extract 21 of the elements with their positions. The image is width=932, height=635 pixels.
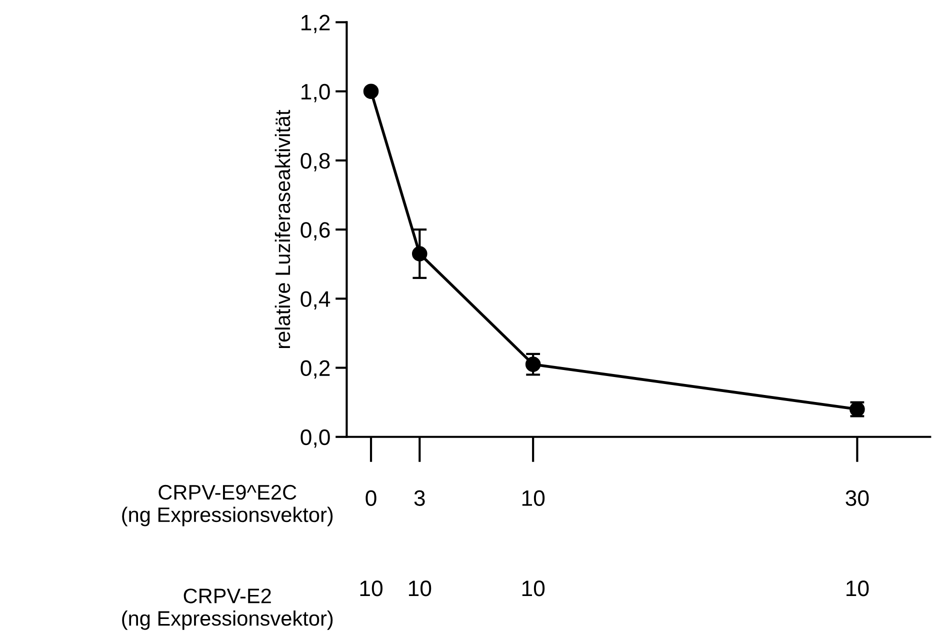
y-tick-label: 1,0 — [302, 84, 330, 102]
x-tick-label: 30 — [846, 490, 869, 506]
y-tick-label: 1,2 — [302, 14, 330, 34]
text: 10 — [522, 580, 545, 596]
x-tick-label: 3 — [414, 490, 425, 506]
x-axis-title: CRPV-E9^E2C (ng Expressionsvektor) — [122, 484, 333, 526]
point — [525, 356, 541, 372]
y-tick-label: 0,6 — [300, 222, 330, 240]
text: 10 — [846, 580, 869, 596]
text: CRPV-E2 (ng Expressionsvektor) — [122, 588, 333, 630]
x-tick-label: 0 — [366, 490, 376, 506]
y-tick-label: 0,0 — [300, 429, 330, 448]
y-axis-title: relative Luziferaseaktivität — [274, 110, 290, 348]
text: 10 — [360, 580, 383, 596]
text: 10 — [408, 580, 432, 596]
point — [363, 84, 379, 99]
point — [412, 246, 428, 262]
y-tick-label: 0,8 — [300, 152, 330, 172]
x-tick-label: 10 — [522, 490, 545, 506]
y-tick-label: 0,2 — [300, 360, 330, 379]
y-tick-label: 0,4 — [300, 291, 330, 310]
